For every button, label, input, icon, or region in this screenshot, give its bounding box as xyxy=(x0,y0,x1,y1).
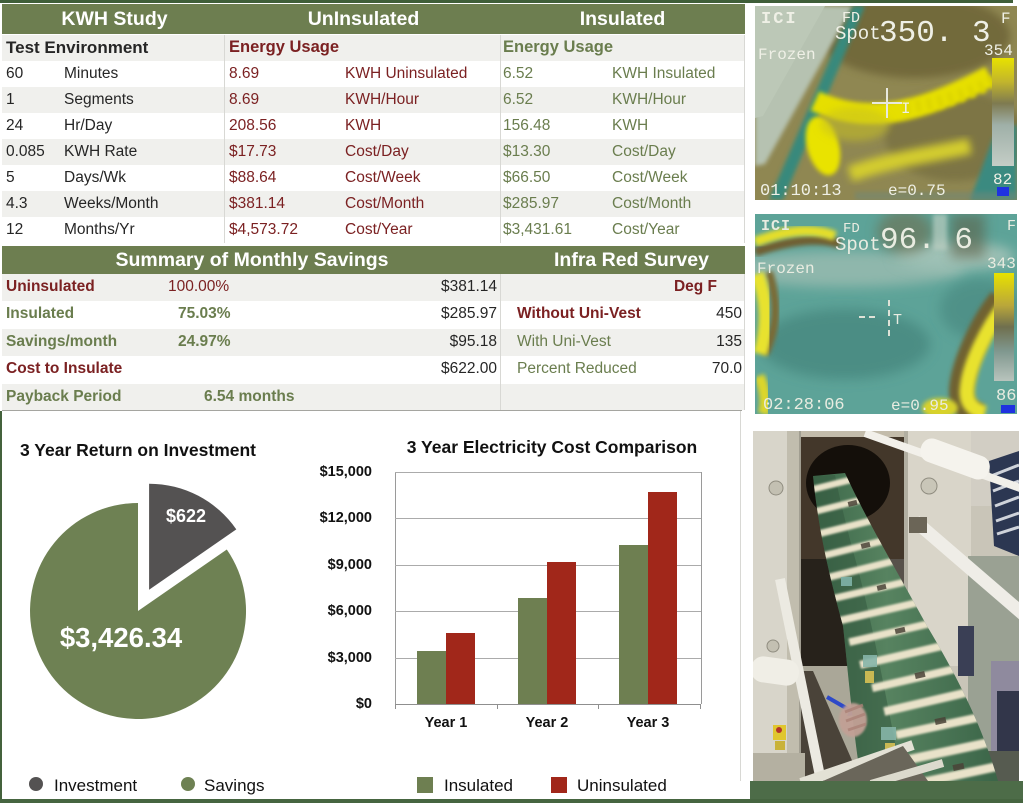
svg-text:86: 86 xyxy=(996,387,1016,406)
svg-text:01:10:13: 01:10:13 xyxy=(760,182,842,200)
svg-text:350. 3: 350. 3 xyxy=(879,16,991,51)
svg-text:354: 354 xyxy=(984,42,1013,60)
svg-text:FD: FD xyxy=(842,10,860,27)
svg-text:ICI: ICI xyxy=(761,10,798,29)
svg-text:I: I xyxy=(901,100,911,118)
svg-text:F: F xyxy=(1007,218,1016,235)
svg-text:02:28:06: 02:28:06 xyxy=(763,396,845,414)
svg-text:Frozen: Frozen xyxy=(758,46,816,64)
svg-text:Spot: Spot xyxy=(835,23,881,45)
svg-text:$3,426.34: $3,426.34 xyxy=(60,622,183,653)
svg-text:$622: $622 xyxy=(166,506,206,526)
svg-text:FD: FD xyxy=(843,221,860,237)
svg-text:Frozen: Frozen xyxy=(757,260,815,278)
svg-text:e=0.75: e=0.75 xyxy=(888,182,946,200)
svg-text:ICI: ICI xyxy=(761,218,791,235)
svg-text:F: F xyxy=(1001,10,1011,28)
svg-text:96. 6: 96. 6 xyxy=(880,223,973,258)
svg-text:Spot: Spot xyxy=(835,234,881,256)
svg-text:82: 82 xyxy=(993,171,1012,189)
svg-text:T: T xyxy=(893,312,902,329)
svg-text:e=0.95: e=0.95 xyxy=(891,397,949,414)
svg-text:343: 343 xyxy=(987,255,1016,273)
